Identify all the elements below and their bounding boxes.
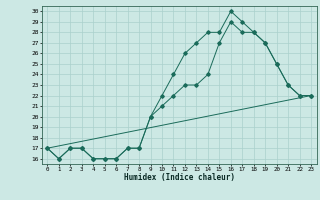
X-axis label: Humidex (Indice chaleur): Humidex (Indice chaleur): [124, 173, 235, 182]
